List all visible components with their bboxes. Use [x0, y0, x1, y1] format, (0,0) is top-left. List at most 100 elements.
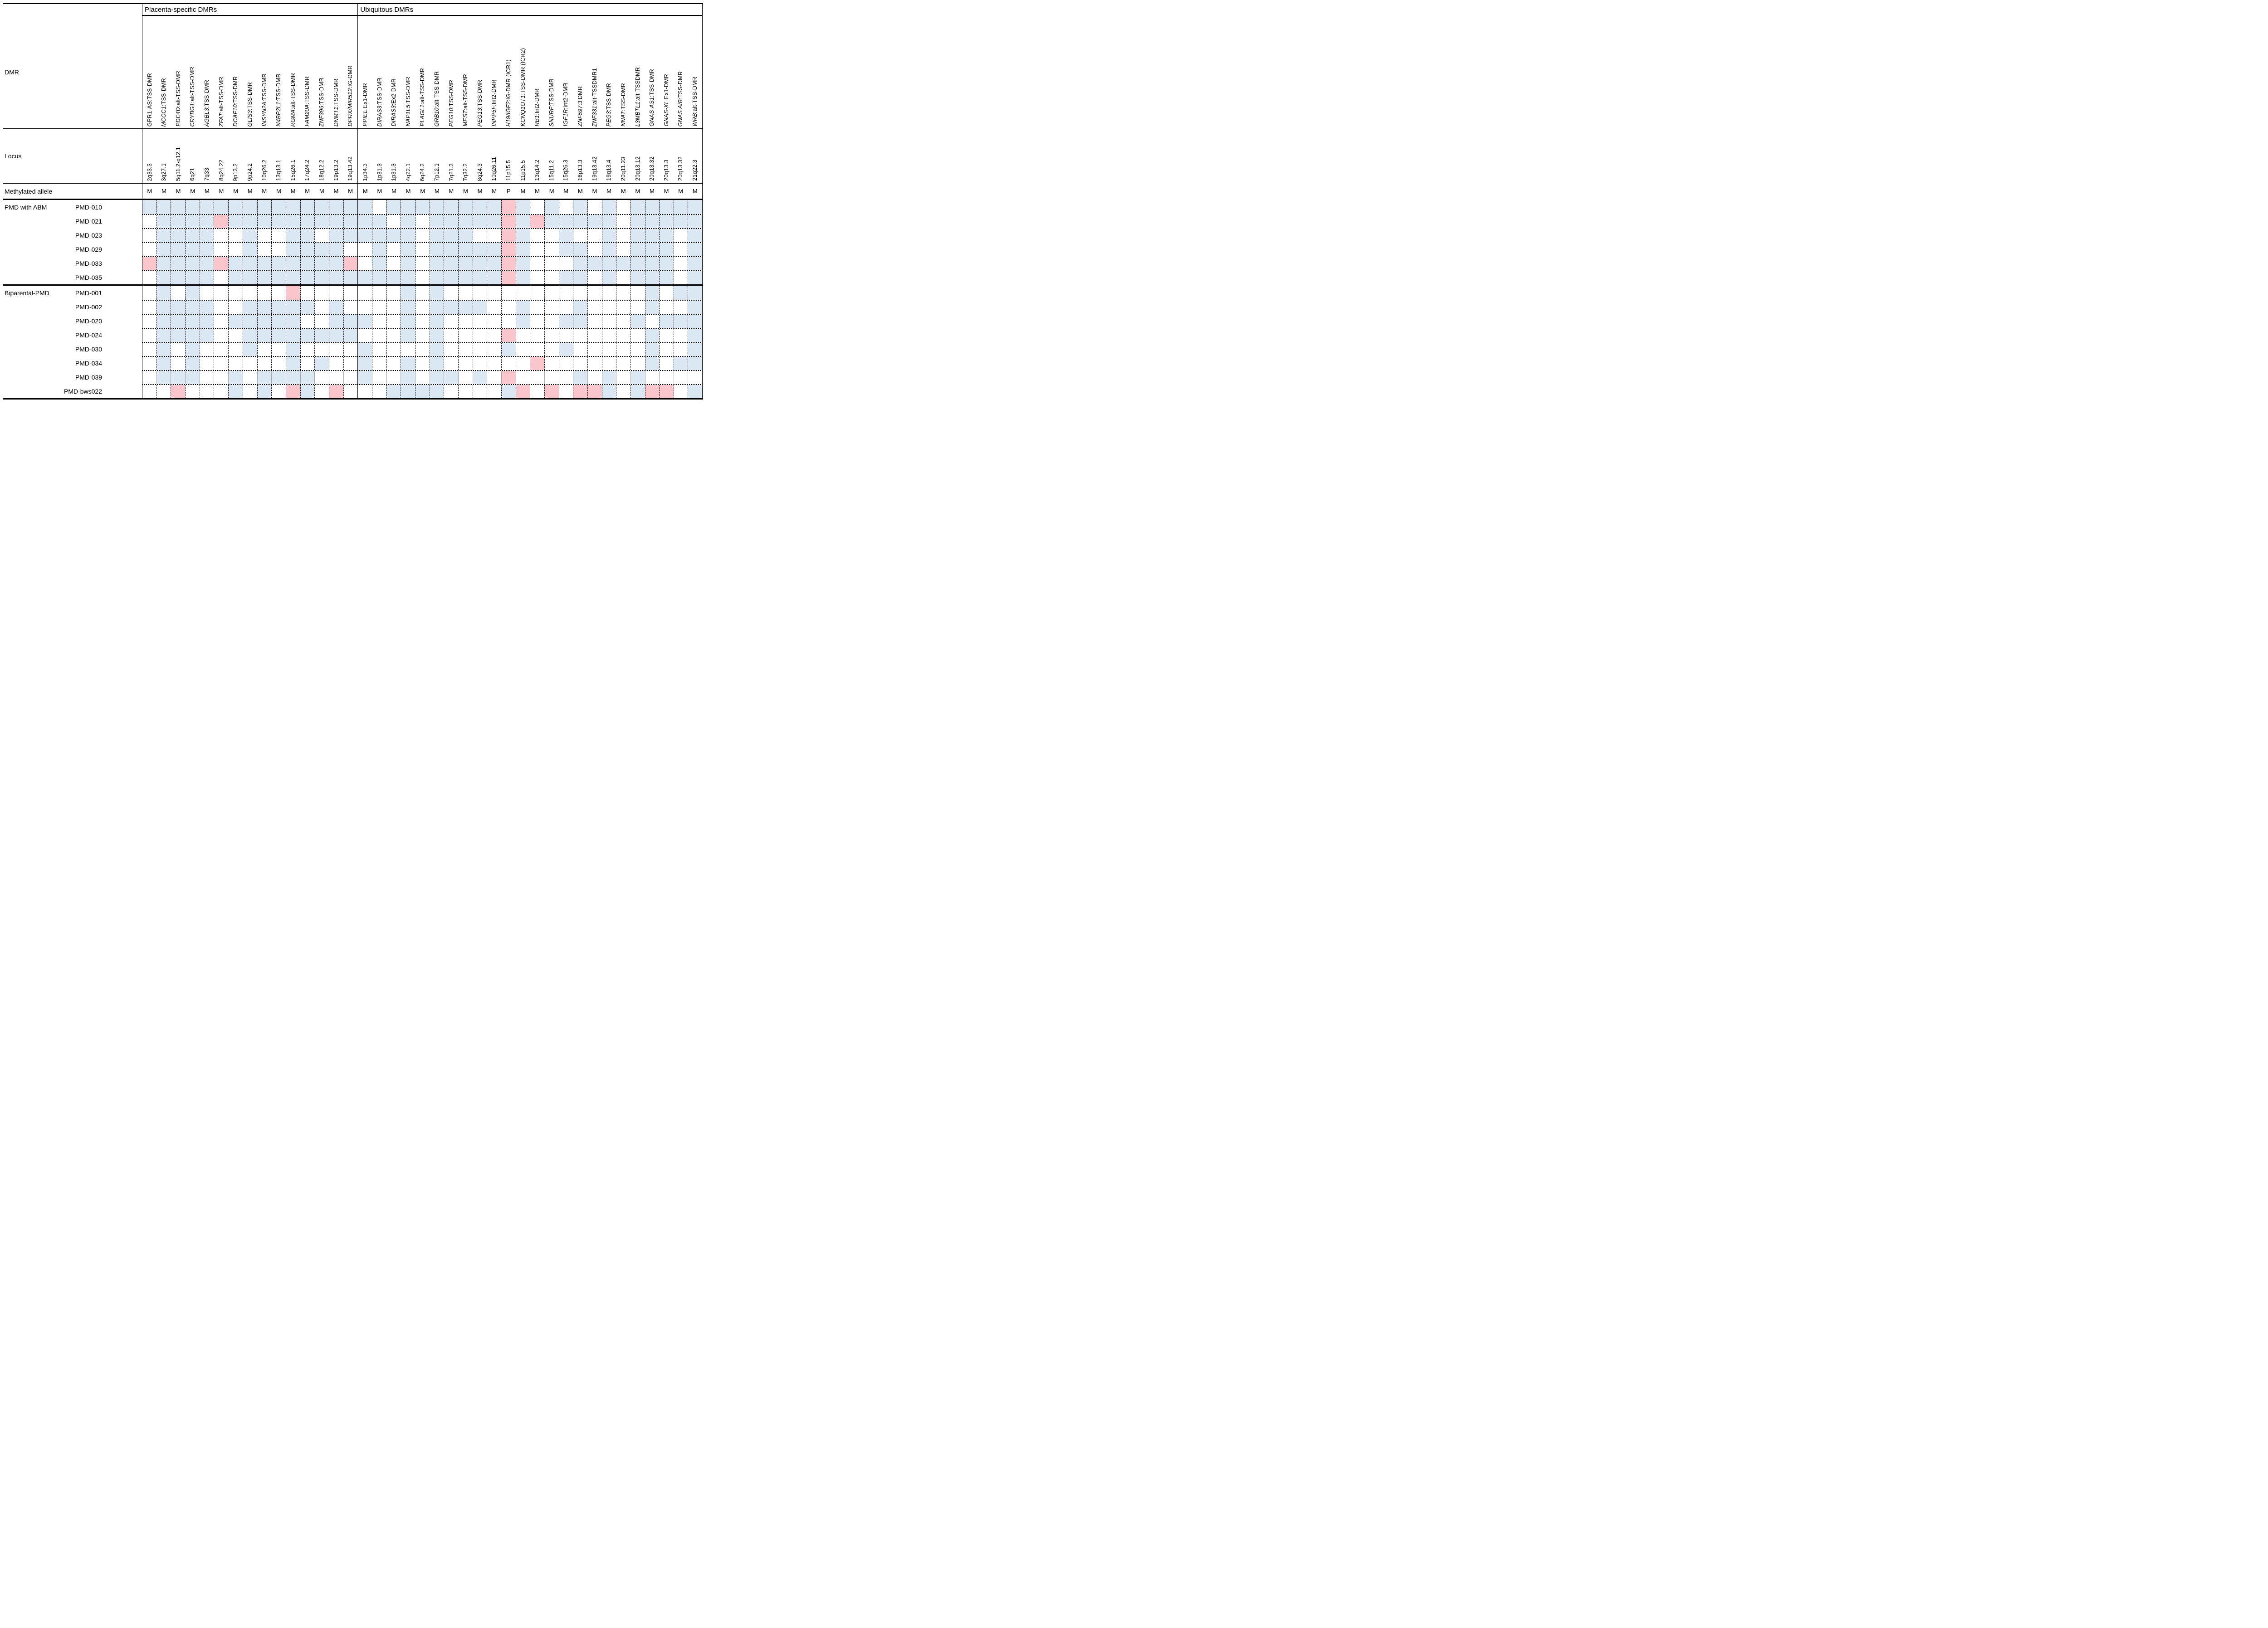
- matrix-cell: [358, 286, 372, 300]
- matrix-cell: [501, 343, 516, 356]
- matrix-cell: [156, 301, 171, 314]
- matrix-cell: [401, 215, 415, 228]
- dmr-column-label-cell: PEG13:TSS-DMR: [473, 16, 487, 128]
- matrix-cell: [487, 257, 501, 270]
- matrix-cell: [515, 343, 530, 356]
- matrix-cell: [673, 385, 688, 398]
- locus-label: 8q24.22: [218, 160, 225, 181]
- sample-row-label-cell: PMD-039: [3, 370, 142, 384]
- section-header-row: Placenta-specific DMRs Ubiquitous DMRs: [3, 4, 703, 16]
- matrix-cell: [688, 243, 703, 256]
- matrix-cell: [458, 271, 473, 284]
- dmr-column-label-cell: INSYN2A:TSS-DMR: [257, 16, 272, 128]
- matrix-cell: [271, 329, 286, 342]
- matrix-cell: [242, 343, 257, 356]
- matrix-cell: [142, 371, 156, 384]
- matrix-cell: [558, 229, 573, 242]
- matrix-cell: [458, 229, 473, 242]
- matrix-cell: [515, 286, 530, 300]
- matrix-cell: [415, 343, 430, 356]
- methylated-allele-row: Methylated allele M M M M M M M M M M M M M M M M M M M M M…: [3, 184, 703, 200]
- dmr-column-label: RB1:Int2-DMR: [534, 88, 541, 127]
- matrix-cell: [515, 371, 530, 384]
- locus-label: 1p31.3: [376, 163, 383, 181]
- locus-label-cell: 16p13.3: [573, 129, 588, 183]
- matrix-cell: [544, 200, 559, 214]
- sample-row-label-cell: PMD-035: [3, 270, 142, 284]
- locus-label-cell: 15q11.2: [544, 129, 559, 183]
- matrix-cell: [271, 357, 286, 370]
- dmr-column-label: DPRX/MIR512:IG-DMR: [347, 65, 354, 127]
- locus-label-cell: 3q27.1: [157, 129, 171, 183]
- matrix-cell: [573, 315, 587, 328]
- matrix-cell: [501, 257, 516, 270]
- matrix-cell: [343, 243, 358, 256]
- section-header-spacer: [3, 4, 142, 16]
- matrix-section-placenta: [142, 342, 358, 356]
- dmr-methylation-table: Placenta-specific DMRs Ubiquitous DMRs D…: [3, 3, 703, 400]
- matrix-cell: [601, 286, 616, 300]
- matrix-cell: [228, 286, 243, 300]
- locus-label: 10q26.11: [491, 157, 498, 181]
- matrix-cell: [271, 271, 286, 284]
- matrix-cell: [343, 215, 358, 228]
- sample-row: PMD-021: [3, 214, 703, 228]
- matrix-cell: [358, 329, 372, 342]
- matrix-cell: [415, 286, 430, 300]
- matrix-cell: [156, 357, 171, 370]
- locus-label: 1p34.3: [362, 163, 368, 181]
- matrix-cell: [487, 243, 501, 256]
- locus-label-cell: 19q13.42: [587, 129, 602, 183]
- locus-label: 9p24.2: [246, 163, 253, 181]
- matrix-cell: [199, 301, 214, 314]
- matrix-cell: [343, 257, 358, 270]
- matrix-cell: [185, 200, 200, 214]
- matrix-cell: [328, 271, 343, 284]
- matrix-cell: [444, 243, 458, 256]
- matrix-section-ubiquitous: [357, 328, 703, 342]
- matrix-cell: [242, 200, 257, 214]
- matrix-cell: [214, 257, 229, 270]
- matrix-cell: [300, 271, 315, 284]
- locus-label-cell: 6q21: [186, 129, 200, 183]
- matrix-cell: [688, 371, 703, 384]
- methylated-allele-value: M: [348, 188, 353, 195]
- dmr-column-label-cell: SNURF:TSS-DMR: [544, 16, 559, 128]
- locus-label: 9p13.2: [232, 163, 239, 181]
- matrix-cell: [558, 301, 573, 314]
- matrix-cell: [386, 271, 401, 284]
- dmr-column-label-cell: ZFAT:alt-TSS-DMR: [214, 16, 229, 128]
- matrix-cell: [601, 200, 616, 214]
- matrix-cell: [444, 215, 458, 228]
- matrix-cell: [358, 343, 372, 356]
- methylated-allele-value: M: [549, 188, 554, 195]
- matrix-cell: [616, 271, 631, 284]
- matrix-cell: [458, 301, 473, 314]
- matrix-cell: [630, 286, 645, 300]
- matrix-cell: [601, 385, 616, 398]
- matrix-cell: [472, 229, 487, 242]
- matrix-cell: [487, 229, 501, 242]
- matrix-cell: [257, 343, 272, 356]
- matrix-cell: [472, 357, 487, 370]
- locus-label-cell: 7q32.2: [459, 129, 473, 183]
- sample-row: PMD-030: [3, 342, 703, 356]
- matrix-cell: [415, 385, 430, 398]
- matrix-cell: [688, 343, 703, 356]
- matrix-cell: [401, 257, 415, 270]
- locus-label: 13q13.1: [275, 160, 282, 181]
- matrix-section-placenta: [142, 200, 358, 214]
- matrix-cell: [199, 343, 214, 356]
- matrix-cell: [228, 257, 243, 270]
- matrix-cell: [458, 357, 473, 370]
- matrix-cell: [401, 301, 415, 314]
- matrix-cell: [300, 315, 315, 328]
- matrix-cell: [156, 229, 171, 242]
- dmr-column-label-cell: KCNQ1OT1:TSS-DMR (ICR2): [516, 16, 530, 128]
- locus-label: 19q13.42: [591, 156, 598, 181]
- matrix-cell: [300, 286, 315, 300]
- matrix-cell: [328, 329, 343, 342]
- locus-label-cell: 20q13.32: [645, 129, 660, 183]
- dmr-column-label: H19/IGF2:IG-DMR (ICR1): [505, 59, 512, 127]
- dmr-column-label-cell: PLAGL1:alt-TSS-DMR: [415, 16, 430, 128]
